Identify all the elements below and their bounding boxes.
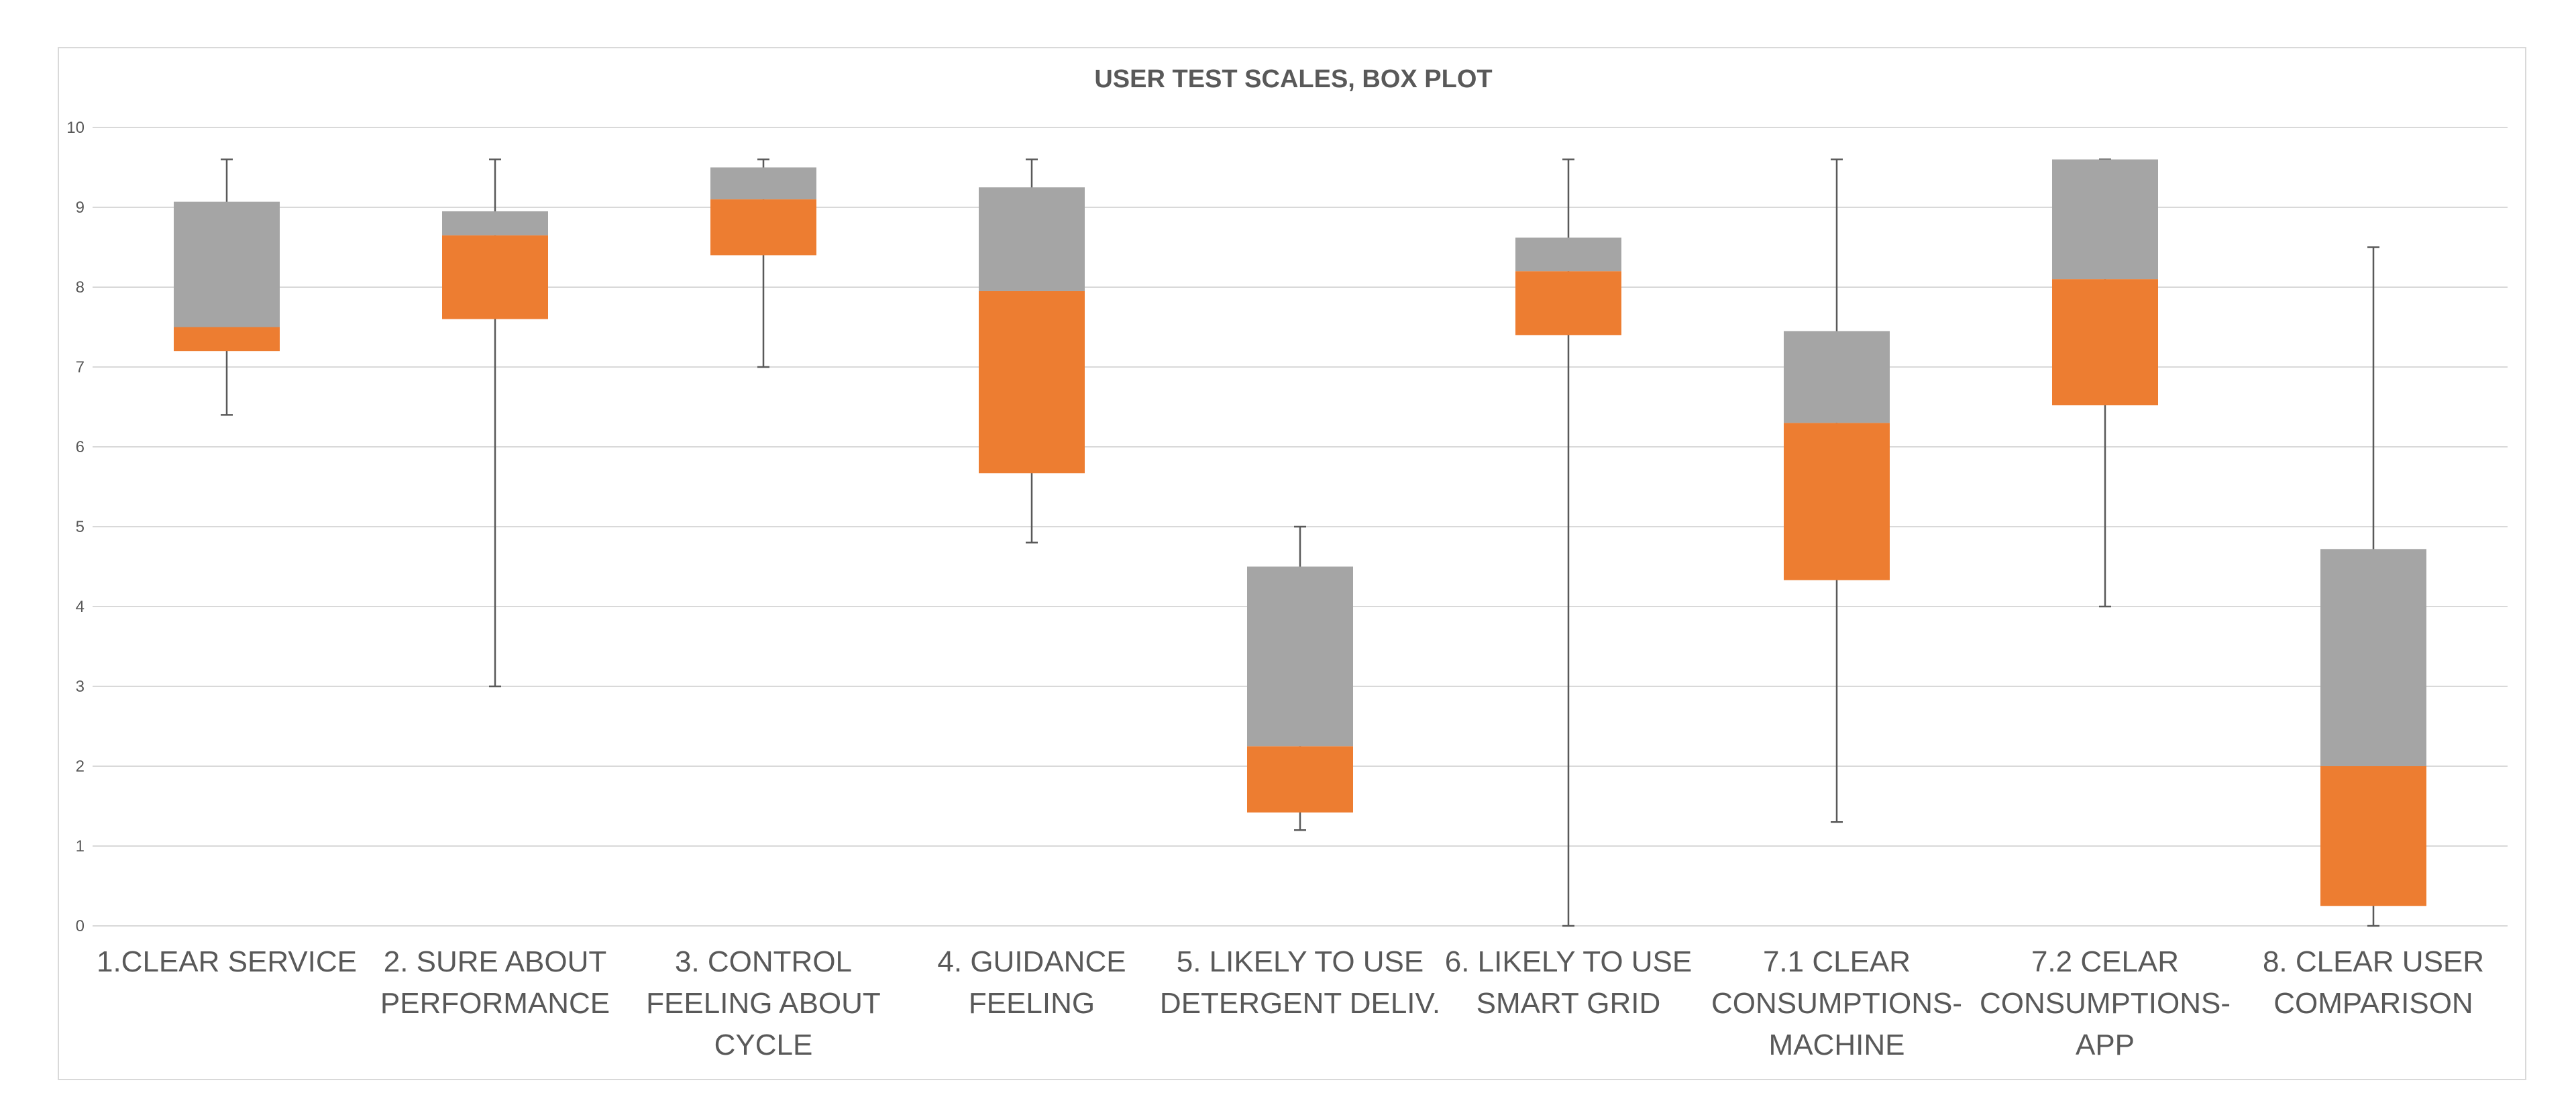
lower-box-segment — [710, 199, 816, 256]
lower-box-segment — [979, 291, 1085, 474]
box-6 — [1515, 158, 1621, 927]
lower-box-segment — [1784, 423, 1890, 580]
chart-title: USER TEST SCALES, BOX PLOT — [1094, 65, 1492, 93]
x-axis-category-labels: 1.CLEAR SERVICE 2. SURE ABOUT PERFORMANCE 3… — [97, 945, 2484, 1061]
box-3 — [710, 158, 816, 368]
box-7 — [1784, 158, 1890, 823]
y-tick-label-9: 9 — [76, 199, 85, 217]
box-2 — [442, 158, 548, 688]
upper-box-segment — [2052, 159, 2158, 280]
upper-box-segment — [1784, 331, 1890, 423]
upper-box-segment — [174, 201, 280, 327]
y-tick-label-5: 5 — [76, 518, 85, 536]
upper-box-segment — [710, 167, 816, 200]
y-tick-label-8: 8 — [76, 278, 85, 297]
box-9 — [2320, 246, 2426, 927]
x-category-label-7: 7.1 CLEAR CONSUMPTIONS-MACHINE — [1711, 945, 1962, 1061]
y-tick-label-0: 0 — [76, 917, 85, 935]
box-plot-chart: USER TEST SCALES, BOX PLOT 012345678910 … — [66, 65, 2508, 1061]
upper-box-segment — [442, 211, 548, 235]
boxes-layer — [174, 158, 2426, 927]
upper-box-segment — [979, 187, 1085, 291]
upper-box-segment — [1515, 238, 1621, 272]
y-tick-label-2: 2 — [76, 757, 85, 776]
chart-frame: USER TEST SCALES, BOX PLOT 0 1 2 3 4 5 6 7 8 9 10 … — [58, 47, 2526, 1080]
y-tick-label-1: 1 — [76, 837, 85, 855]
x-category-label-2: 2. SURE ABOUT PERFORMANCE — [380, 945, 610, 1020]
lower-box-segment — [1515, 271, 1621, 335]
y-tick-label-6: 6 — [76, 438, 85, 456]
upper-box-segment — [1247, 566, 1353, 747]
lower-box-segment — [2320, 766, 2426, 906]
y-tick-label-3: 3 — [76, 678, 85, 696]
x-category-label-9: 8. CLEAR USER COMPARISON — [2263, 945, 2484, 1020]
lower-box-segment — [442, 235, 548, 319]
x-category-label-1: 1.CLEAR SERVICE — [97, 945, 357, 978]
box-5 — [1247, 525, 1353, 831]
y-tick-label-7: 7 — [76, 358, 85, 376]
x-category-label-6: 6. LIKELY TO USE SMART GRID — [1445, 945, 1693, 1020]
box-1 — [174, 158, 280, 416]
upper-box-segment — [2320, 549, 2426, 766]
box-4 — [979, 158, 1085, 544]
y-axis-tick-labels: 0 1 2 3 4 5 6 7 8 9 10 — [66, 119, 85, 935]
y-tick-label-10: 10 — [66, 119, 85, 137]
x-category-label-5: 5. LIKELY TO USE DETERGENT DELIV. — [1160, 945, 1440, 1020]
x-category-label-8: 7.2 CELAR CONSUMPTIONS-APP — [1980, 945, 2231, 1061]
lower-box-segment — [2052, 279, 2158, 406]
x-category-label-3: 3. CONTROL FEELING ABOUT CYCLE — [646, 945, 881, 1061]
lower-box-segment — [174, 327, 280, 352]
box-8 — [2052, 158, 2158, 608]
lower-box-segment — [1247, 746, 1353, 813]
x-category-label-4: 4. GUIDANCE FEELING — [937, 945, 1126, 1020]
y-tick-label-4: 4 — [76, 598, 85, 616]
